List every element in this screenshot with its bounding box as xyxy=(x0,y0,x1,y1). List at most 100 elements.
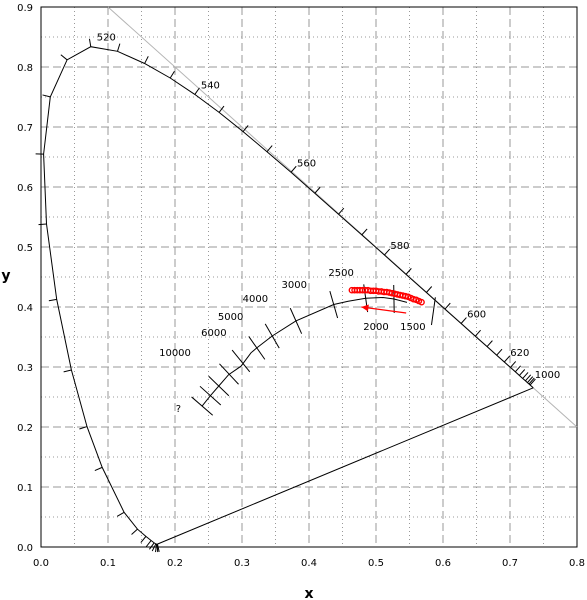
locus-tick xyxy=(460,317,467,324)
isotherm-tick xyxy=(430,297,436,326)
locus-tick xyxy=(529,378,536,386)
locus-tick xyxy=(169,70,175,79)
locus-tick xyxy=(496,348,503,356)
isotherm-tick xyxy=(191,396,214,416)
y-tick-label: 0.6 xyxy=(17,183,33,194)
y-axis-title: y xyxy=(1,268,10,284)
red-data-series xyxy=(348,286,425,306)
y-tick-label: 0.7 xyxy=(17,123,33,134)
locus-tick xyxy=(48,298,57,302)
y-tick-label: 0.1 xyxy=(17,483,33,494)
wavelength-label: 600 xyxy=(467,310,486,321)
locus-tick xyxy=(131,528,138,535)
locus-tick xyxy=(519,369,526,376)
wavelength-label: 580 xyxy=(390,241,409,252)
cct-label: 3000 xyxy=(282,280,307,291)
locus-tick xyxy=(94,466,103,472)
locus-tick xyxy=(510,361,517,368)
isotherm-tick xyxy=(208,375,230,397)
cct-label: 1500 xyxy=(400,322,425,333)
plot-border xyxy=(40,6,578,548)
locus-tick xyxy=(405,268,412,275)
cct-label: 5000 xyxy=(218,312,243,323)
locus-tick xyxy=(145,540,152,548)
y-tick-labels: 0.0 0.1 0.2 0.3 0.4 0.5 0.6 0.7 0.8 0.9 xyxy=(17,3,33,554)
y-tick-label: 0.5 xyxy=(17,243,33,254)
cct-label: ? xyxy=(176,404,181,415)
locus-tick xyxy=(525,374,532,382)
locus-tick xyxy=(42,94,51,98)
red-arrow-head xyxy=(361,304,369,312)
locus-tick xyxy=(117,43,121,52)
x-tick-label: 0.7 xyxy=(502,558,518,569)
locus-tick xyxy=(522,372,529,379)
locus-tick xyxy=(63,369,72,373)
locus-tick xyxy=(527,376,534,383)
red-data-point xyxy=(418,298,425,306)
x-tick-label: 0.6 xyxy=(435,558,451,569)
wavelength-label: 560 xyxy=(297,158,316,169)
locus-tick xyxy=(155,544,158,553)
y-tick-label: 0.0 xyxy=(17,543,33,554)
locus-tick xyxy=(88,38,92,47)
locus-tick xyxy=(38,223,47,226)
x-tick-label: 0.0 xyxy=(33,558,49,569)
x-tick-label: 0.1 xyxy=(100,558,116,569)
grid xyxy=(41,7,577,547)
locus-tick xyxy=(242,125,249,132)
isotherm-tick xyxy=(264,323,280,349)
isotherm-tick xyxy=(329,290,339,319)
x-tick-labels: 0.0 0.1 0.2 0.3 0.4 0.5 0.6 0.7 0.8 xyxy=(33,558,585,569)
locus-tick xyxy=(156,544,159,553)
locus-tick xyxy=(486,340,493,347)
y-tick-label: 0.4 xyxy=(17,303,33,314)
locus-tick xyxy=(361,228,368,236)
locus-tick xyxy=(60,54,68,61)
isotherm-tick xyxy=(219,363,239,385)
locus-tick xyxy=(79,426,88,430)
locus-tick xyxy=(338,207,345,215)
x-tick-label: 0.2 xyxy=(167,558,183,569)
isotherm-tick xyxy=(289,307,303,334)
locus-tick xyxy=(151,543,157,552)
cct-label: 10000 xyxy=(159,348,191,359)
x-tick-label: 0.8 xyxy=(569,558,585,569)
y-tick-label: 0.2 xyxy=(17,423,33,434)
spectral-locus-ticks xyxy=(35,38,536,553)
isotherm-tick xyxy=(199,385,222,406)
wavelength-label: 520 xyxy=(97,33,116,44)
wavelength-labels: 520 540 560 580 600 620 1000 xyxy=(97,33,560,381)
locus-tick xyxy=(514,365,522,373)
locus-tick xyxy=(116,511,125,517)
wavelength-label: 1000 xyxy=(535,370,560,381)
wavelength-label: 620 xyxy=(510,348,529,359)
spectral-locus xyxy=(43,46,534,545)
locus-tick xyxy=(503,355,511,363)
red-arrow xyxy=(361,304,407,314)
locus-tick xyxy=(144,56,149,64)
x-tick-label: 0.3 xyxy=(234,558,250,569)
y-tick-label: 0.9 xyxy=(17,3,33,14)
purple-line xyxy=(157,387,534,545)
locus-tick xyxy=(474,329,481,337)
locus-tick xyxy=(140,536,147,543)
y-tick-label: 0.3 xyxy=(17,363,33,374)
locus-tick xyxy=(444,302,451,310)
locus-tick xyxy=(290,165,297,173)
isotherm-tick xyxy=(248,336,266,360)
wavelength-label: 540 xyxy=(201,80,220,91)
locus-tick xyxy=(194,87,200,95)
x-tick-label: 0.5 xyxy=(368,558,384,569)
cct-label: 6000 xyxy=(201,328,226,339)
isotherm-ticks xyxy=(191,284,436,416)
cct-label: 2000 xyxy=(363,322,388,333)
cct-label: 2500 xyxy=(328,268,353,279)
cct-label: 4000 xyxy=(243,294,268,305)
locus-tick xyxy=(384,248,391,256)
y-tick-label: 0.8 xyxy=(17,63,33,74)
locus-tick xyxy=(266,145,273,152)
x-tick-label: 0.4 xyxy=(301,558,317,569)
locus-tick xyxy=(148,542,155,550)
